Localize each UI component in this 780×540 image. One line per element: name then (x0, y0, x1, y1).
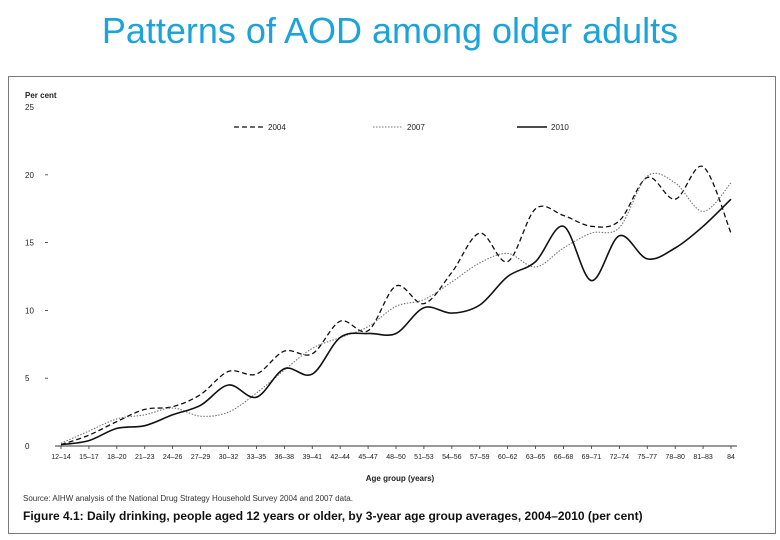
legend-label-2004: 2004 (268, 123, 286, 132)
x-tick-label: 54–56 (442, 454, 462, 461)
x-tick-label: 33–35 (247, 454, 267, 461)
x-tick-label: 84 (727, 454, 735, 461)
x-tick-label: 21–23 (135, 454, 155, 461)
x-tick-label: 18–20 (107, 454, 127, 461)
series-line-2007 (60, 172, 732, 444)
x-tick-label: 51–53 (414, 454, 434, 461)
y-tick-label: 20 (25, 171, 34, 180)
chart-series (60, 165, 732, 446)
y-tick-label: 25 (25, 103, 34, 112)
x-tick-label: 60–62 (498, 454, 518, 461)
x-tick-label: 27–29 (191, 454, 211, 461)
x-tick-label: 78–80 (665, 454, 685, 461)
x-tick-label: 66–68 (554, 454, 574, 461)
x-tick-label: 48–50 (386, 454, 406, 461)
source-note: Source: AIHW analysis of the National Dr… (23, 494, 353, 503)
x-tick-label: 75–77 (638, 454, 658, 461)
slide-title: Patterns of AOD among older adults (101, 10, 679, 51)
line-chart: 0 5 10 15 20 25 12–14 15–17 18–20 21–23 24–26 27–29… (25, 91, 737, 483)
series-line-2004 (60, 165, 732, 446)
x-tick-label: 63–65 (526, 454, 546, 461)
x-tick-label: 15–17 (79, 454, 99, 461)
y-tick-label: 15 (25, 239, 34, 248)
x-tick-label: 45–47 (358, 454, 378, 461)
y-axis-label: Per cent (25, 91, 57, 100)
x-tick-label: 39–41 (303, 454, 323, 461)
x-tick-label: 24–26 (163, 454, 183, 461)
chart-legend: 2004 2007 2010 (234, 123, 569, 132)
y-tick-label: 10 (25, 306, 34, 315)
figure-panel: 0 5 10 15 20 25 12–14 15–17 18–20 21–23 24–26 27–29… (8, 76, 776, 534)
x-tick-label: 12–14 (51, 454, 71, 461)
y-tick-label: 0 (25, 442, 30, 451)
legend-label-2010: 2010 (551, 123, 569, 132)
x-tick-label: 69–71 (582, 454, 602, 461)
legend-label-2007: 2007 (407, 123, 425, 132)
x-tick-label: 72–74 (610, 454, 630, 461)
x-tick-label: 30–32 (219, 454, 239, 461)
x-tick-label: 36–38 (275, 454, 295, 461)
figure-caption: Figure 4.1: Daily drinking, people aged … (23, 509, 643, 523)
x-tick-label: 81–83 (693, 454, 713, 461)
x-tick-label: 42–44 (330, 454, 350, 461)
series-line-2010 (60, 198, 732, 446)
x-axis-label: Age group (years) (366, 474, 435, 483)
y-tick-label: 5 (25, 374, 30, 383)
x-tick-label: 57–59 (470, 454, 490, 461)
chart-axes: 0 5 10 15 20 25 12–14 15–17 18–20 21–23 24–26 27–29… (25, 103, 737, 461)
